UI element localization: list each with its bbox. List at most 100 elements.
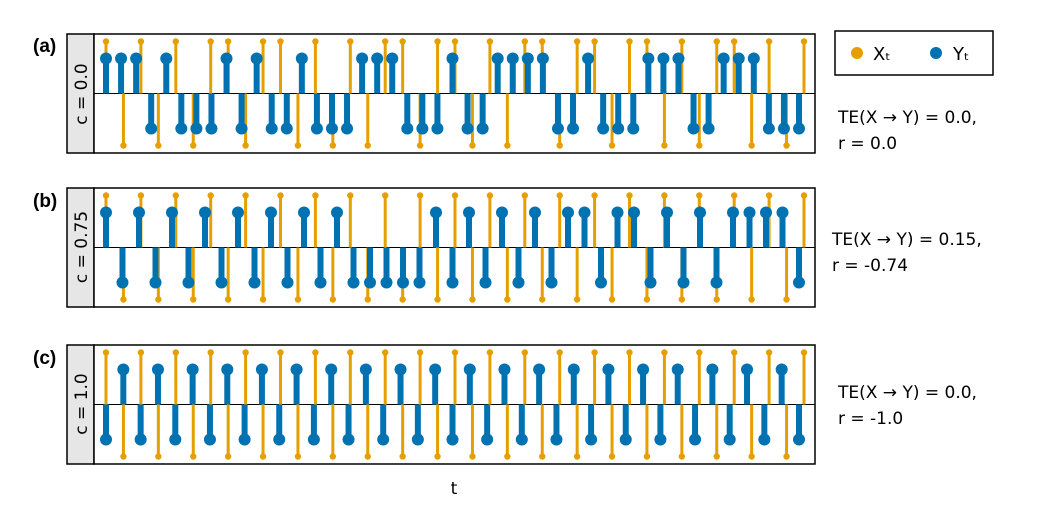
x-stem-marker [539, 38, 546, 45]
x-stem-marker [748, 453, 755, 460]
x-stem-marker [591, 38, 598, 45]
y-stem-marker [479, 276, 492, 289]
y-stem-marker [727, 206, 739, 219]
x-stem-marker [783, 453, 790, 460]
y-stem-marker [672, 52, 685, 65]
y-stem-marker [545, 276, 558, 289]
x-stem-marker [259, 38, 267, 45]
legend-x-label: Xₜ [873, 44, 891, 65]
y-stem-marker [723, 433, 736, 446]
x-stem-marker [539, 296, 546, 303]
y-stem-marker [238, 433, 251, 446]
x-stem-marker [765, 38, 773, 45]
x-stem-marker [800, 192, 808, 199]
x-stem-marker [696, 192, 703, 199]
y-stem-marker [619, 433, 632, 446]
x-stem-marker [399, 38, 406, 45]
panel-a-stems [94, 38, 815, 149]
y-stem-marker [567, 122, 580, 135]
x-stem-marker [312, 38, 319, 45]
y-stem-marker [190, 122, 203, 135]
x-stem-marker [242, 349, 249, 356]
x-stem-marker [242, 142, 249, 149]
legend-y-marker [930, 47, 942, 59]
y-stem-marker [446, 433, 459, 446]
x-stem-marker [190, 142, 197, 149]
x-stem-marker [469, 296, 476, 303]
y-stem-marker [100, 433, 112, 446]
panel-a-strip-label: c = 0.0 [72, 63, 92, 124]
y-stem-marker [203, 433, 216, 446]
y-stem-marker [281, 276, 294, 289]
y-stem-marker [380, 276, 393, 289]
panel-a-letter: (a) [33, 36, 56, 57]
panel-b-strip-label: c = 0.75 [72, 211, 92, 283]
x-stem-marker [748, 142, 755, 149]
y-stem-marker [290, 363, 303, 376]
y-stem-marker [793, 122, 805, 135]
panel-b-stems [94, 192, 815, 303]
x-stem-marker [224, 453, 232, 460]
x-stem-marker [172, 38, 179, 45]
y-stem-marker [710, 276, 723, 289]
x-stem-marker [364, 453, 371, 460]
x-stem-marker [800, 349, 808, 356]
x-stem-marker [329, 142, 337, 149]
y-stem-marker [628, 206, 640, 219]
legend-x-marker [851, 47, 863, 59]
y-stem-marker [359, 363, 372, 376]
x-stem-marker [643, 296, 651, 303]
y-stem-marker [100, 206, 112, 219]
y-stem-marker [232, 206, 244, 219]
x-stem-marker [783, 296, 790, 303]
y-stem-marker [657, 52, 670, 65]
x-stem-marker [504, 453, 511, 460]
x-stem-marker [765, 349, 773, 356]
y-stem-marker [476, 122, 489, 135]
x-stem-marker [591, 192, 598, 199]
y-stem-marker [160, 52, 173, 65]
x-stem-marker [259, 296, 267, 303]
y-stem-marker [134, 433, 147, 446]
y-stem-marker [793, 433, 805, 446]
x-stem-marker [696, 142, 703, 149]
legend: Xₜ Yₜ [834, 30, 994, 76]
x-stem-marker [643, 38, 651, 45]
y-stem-marker [356, 52, 369, 65]
x-stem-marker [102, 192, 110, 199]
y-stem-marker [717, 52, 730, 65]
y-stem-marker [401, 122, 414, 135]
x-stem-marker [573, 38, 581, 45]
y-stem-marker [151, 363, 164, 376]
y-stem-marker [550, 433, 563, 446]
y-stem-marker [298, 206, 310, 219]
y-stem-marker [220, 52, 233, 65]
legend-y-label: Yₜ [952, 44, 969, 65]
y-stem-marker [446, 276, 459, 289]
x-stem-marker [416, 349, 424, 356]
y-stem-marker [644, 276, 657, 289]
y-stem-marker [611, 206, 624, 219]
y-stem-marker [182, 276, 195, 289]
y-stem-marker [567, 363, 580, 376]
y-stem-marker [498, 363, 511, 376]
y-stem-marker [642, 52, 655, 65]
y-stem-marker [221, 363, 234, 376]
panel-b-te: TE(X → Y) = 0.15, [831, 230, 982, 250]
x-stem-marker [678, 38, 686, 45]
x-stem-marker [399, 453, 406, 460]
panel-b-strip [66, 187, 95, 308]
y-stem-marker [562, 206, 574, 219]
x-stem-marker [364, 142, 371, 149]
y-stem-marker [331, 206, 343, 219]
y-stem-marker [377, 433, 390, 446]
panel-b: (b) c = 0.75 TE(X → Y) = 0.15, r = -0.74 [33, 187, 982, 308]
x-stem-marker [382, 349, 389, 356]
y-stem-marker [117, 363, 130, 376]
panel-c: (c) c = 1.0 TE(X → Y) = 0.0, r = -1.0 [33, 344, 977, 465]
panel-c-r: r = -1.0 [838, 409, 903, 429]
y-stem-marker [416, 122, 429, 135]
y-stem-marker [793, 276, 805, 289]
y-stem-marker [597, 122, 610, 135]
